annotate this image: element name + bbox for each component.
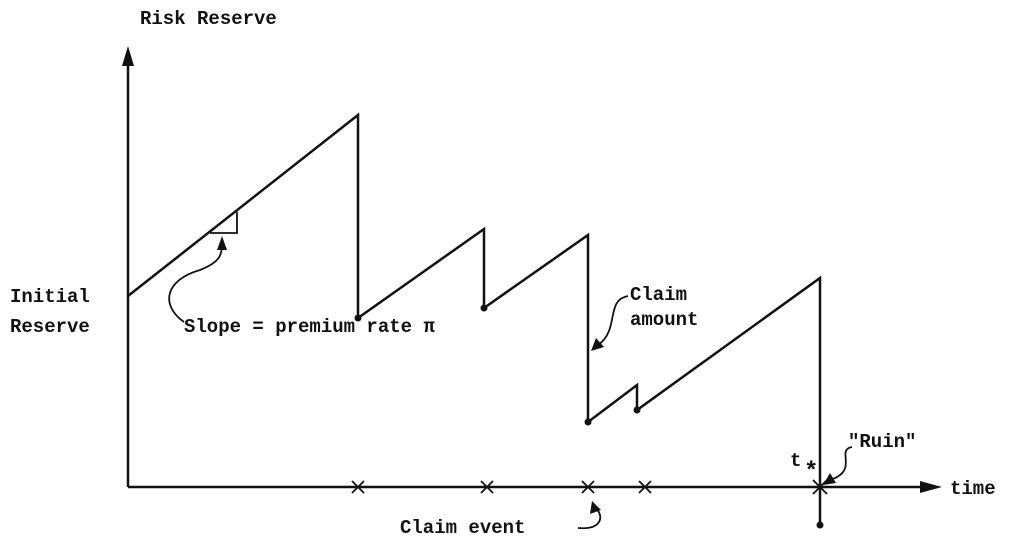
claim-dots [354,304,824,529]
ruin-arrow [829,446,853,481]
slope-arrow [168,243,223,323]
x-arrow [920,481,942,493]
ruin-label: "Ruin" [848,431,916,453]
reserve-label: Reserve [10,316,90,338]
ruin-arrowhead [823,473,836,485]
claim-marks [351,479,828,495]
claim-arrowhead [591,338,604,351]
slope-arrowhead [217,236,227,250]
y-arrow [122,46,134,66]
reserve-path [127,112,822,525]
initial-label: Initial [10,286,90,308]
x-axis-label: time [950,478,996,500]
slope-triangle [210,212,238,234]
t-label: t [790,450,801,472]
t-subscript: * [804,459,818,486]
claim-label: Claim [630,284,687,306]
claim-arrow [597,295,629,346]
amount-label: amount [630,309,698,331]
event-arrowhead [590,501,601,514]
y-axis-label: Risk Reserve [140,8,277,30]
claim-event-label: Claim event [400,517,525,539]
slope-label: Slope = premium rate π [184,316,435,338]
